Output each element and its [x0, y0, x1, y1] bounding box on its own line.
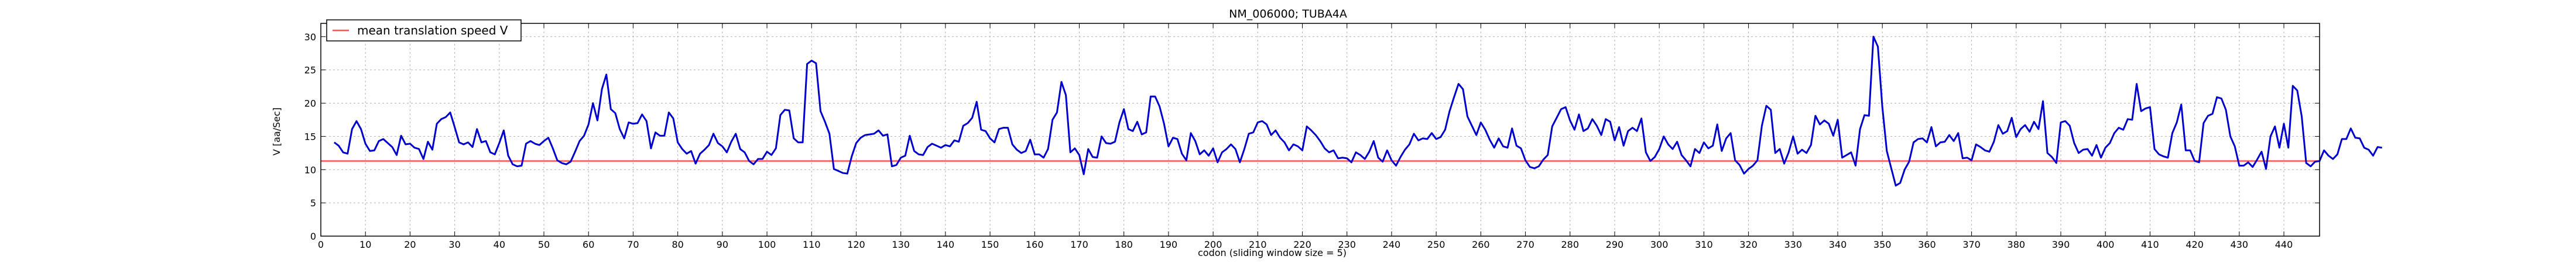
x-tick-label: 70: [627, 239, 639, 250]
legend-mean-label: mean translation speed V: [357, 23, 508, 37]
x-tick-label: 310: [1695, 239, 1713, 250]
x-tick-label: 10: [359, 239, 371, 250]
legend: mean translation speed V: [326, 19, 522, 41]
x-tick-label: 400: [2097, 239, 2115, 250]
speed-series-line: [333, 36, 2382, 187]
x-tick-label: 390: [2052, 239, 2070, 250]
x-tick-label: 50: [538, 239, 550, 250]
x-tick-label: 320: [1739, 239, 1758, 250]
x-tick-label: 0: [318, 239, 324, 250]
plot-area: [321, 36, 2382, 187]
x-tick-label: 180: [1115, 239, 1133, 250]
y-tick-label: 20: [304, 98, 316, 109]
x-tick-label: 130: [892, 239, 910, 250]
x-tick-label: 330: [1784, 239, 1803, 250]
x-axis-label: codon (sliding window size = 5): [1198, 247, 1347, 258]
x-tick-label: 120: [847, 239, 865, 250]
x-tick-label: 160: [1026, 239, 1044, 250]
x-tick-label: 260: [1472, 239, 1490, 250]
y-axis-label: V [aa/Sec]: [271, 108, 282, 155]
x-tick-label: 410: [2141, 239, 2159, 250]
y-tick-label: 15: [304, 131, 316, 142]
x-axis-ticks: 0 10 20 30 40 50 60 70 80 90 100 110 120 130 140 150 160…: [318, 23, 2293, 250]
y-tick-label: 25: [304, 65, 316, 76]
axes-frame: [320, 23, 2320, 237]
y-tick-label: 0: [310, 231, 316, 242]
x-tick-label: 100: [758, 239, 776, 250]
x-tick-label: 280: [1561, 239, 1579, 250]
x-tick-label: 90: [717, 239, 728, 250]
y-tick-label: 5: [310, 198, 316, 209]
x-tick-label: 360: [1918, 239, 1936, 250]
x-tick-label: 20: [404, 239, 416, 250]
x-tick-label: 290: [1606, 239, 1624, 250]
x-tick-label: 190: [1160, 239, 1178, 250]
x-tick-label: 300: [1650, 239, 1669, 250]
y-tick-label: 30: [304, 32, 316, 43]
x-tick-label: 30: [448, 239, 460, 250]
x-tick-label: 350: [1873, 239, 1892, 250]
legend-box: [326, 19, 522, 41]
x-tick-label: 80: [672, 239, 683, 250]
x-tick-label: 150: [981, 239, 999, 250]
x-tick-label: 210: [1249, 239, 1267, 250]
x-tick-label: 140: [937, 239, 955, 250]
x-tick-label: 250: [1427, 239, 1445, 250]
x-tick-label: 230: [1338, 239, 1356, 250]
x-tick-label: 380: [2008, 239, 2026, 250]
x-tick-label: 270: [1516, 239, 1534, 250]
x-tick-label: 340: [1829, 239, 1847, 250]
x-tick-label: 200: [1204, 239, 1222, 250]
x-tick-label: 170: [1070, 239, 1088, 250]
x-tick-label: 240: [1383, 239, 1401, 250]
y-tick-label: 10: [304, 164, 316, 175]
x-tick-label: 110: [803, 239, 821, 250]
x-tick-label: 420: [2186, 239, 2204, 250]
chart-title: NM_006000; TUBA4A: [1229, 8, 1347, 20]
x-tick-label: 440: [2275, 239, 2293, 250]
x-tick-label: 430: [2231, 239, 2249, 250]
y-axis-ticks: 0 5 10 15 20 25 30: [304, 32, 2320, 242]
x-tick-label: 220: [1293, 239, 1311, 250]
x-tick-label: 60: [583, 239, 594, 250]
x-tick-label: 40: [494, 239, 505, 250]
x-tick-label: 370: [1962, 239, 1981, 250]
